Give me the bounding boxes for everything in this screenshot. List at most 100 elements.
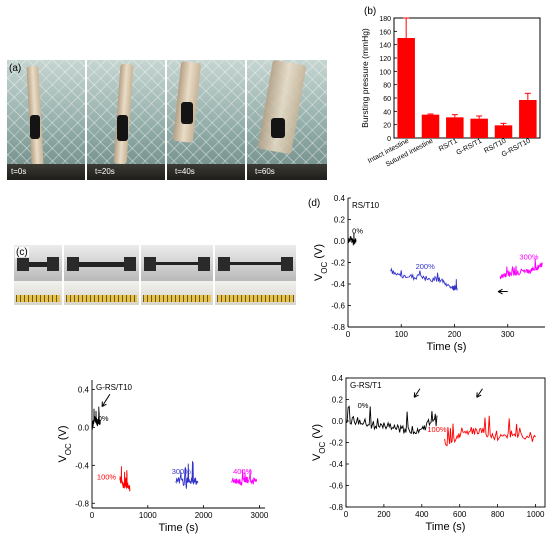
panel-a: t=0s t=20s t=40s t=60s (a) [7, 60, 327, 180]
series-line [347, 232, 357, 246]
y-tick-label: -0.4 [331, 280, 345, 289]
x-axis-label: Time (s) [427, 341, 467, 353]
series-line [91, 406, 101, 430]
inset-title: G-RS/T1 [350, 381, 382, 390]
panel-label-c: (c) [15, 247, 29, 258]
series-line [345, 405, 438, 435]
frame-time-label: t=60s [255, 167, 275, 176]
x-tick-label: 0 [346, 330, 351, 339]
photo-frame-40s: t=40s [167, 60, 245, 180]
series-line [390, 267, 458, 291]
series-annotation: 100% [97, 473, 117, 482]
y-tick-label: 80 [383, 83, 391, 90]
photo-frame-60s: t=60s [247, 60, 327, 180]
frame-time-label: t=40s [175, 167, 195, 176]
series-annotation: 0% [352, 226, 363, 235]
category-label: G-RS/T1 [455, 138, 483, 157]
tensile-photo-2 [64, 245, 139, 305]
series-line [444, 415, 536, 447]
inset-title: RS/T10 [352, 201, 380, 210]
x-tick-label: 200 [448, 330, 462, 339]
y-tick-label: 0.2 [334, 216, 346, 225]
panel-c: (c) [14, 245, 296, 305]
y-tick-label: -0.6 [329, 482, 343, 491]
x-tick-label: 800 [491, 510, 505, 519]
y-tick-label: 160 [379, 29, 391, 36]
x-tick-label: 2000 [195, 511, 213, 520]
y-tick-label: -0.4 [75, 461, 89, 470]
arrow-head [497, 288, 503, 295]
tensile-photo-3 [141, 245, 213, 305]
plot-frame [393, 17, 541, 139]
panel-label-b: (b) [364, 6, 376, 17]
y-tick-label: -0.8 [329, 503, 343, 512]
x-tick-label: 100 [395, 330, 409, 339]
bar [470, 118, 488, 138]
series-line [231, 468, 258, 486]
photo-frame-0s: t=0s [7, 60, 85, 180]
arrow-head [476, 392, 482, 398]
tensile-photo-1 [14, 245, 62, 305]
series-line [499, 258, 543, 280]
series-annotation: 300% [519, 252, 539, 261]
inset-title: G-RS/T10 [96, 383, 133, 392]
y-axis-label: VOC (V) [313, 244, 329, 281]
y-tick-label: -0.2 [331, 259, 345, 268]
y-tick-label: 120 [379, 56, 391, 63]
y-tick-label: 0 [387, 136, 391, 143]
y-tick-label: -0.6 [331, 302, 345, 311]
y-tick-label: 60 [383, 96, 391, 103]
chart-d: (d) 0.4 0.2 0.0 -0.2 -0.4 -0.6 -0.80 100 200 300 Ti… [308, 194, 545, 353]
y-tick-label: 0.2 [332, 396, 344, 405]
y-tick-label: -0.2 [329, 439, 343, 448]
y-axis-label: VOC (V) [311, 424, 327, 461]
series-annotation: 100% [427, 425, 447, 434]
arrow-line [413, 388, 421, 398]
y-tick-label: 140 [379, 43, 391, 50]
tensile-photo-4 [215, 245, 296, 305]
y-tick-label: 0.4 [332, 374, 344, 383]
panel-label-d: (d) [308, 198, 320, 209]
series-line [175, 461, 199, 489]
x-axis-label: Time (s) [159, 522, 199, 534]
bar [446, 117, 464, 138]
x-tick-label: 0 [344, 510, 349, 519]
y-tick-label: 40 [383, 109, 391, 116]
frame-time-label: t=0s [11, 167, 27, 176]
x-tick-label: 600 [453, 510, 467, 519]
chart-e: 0.4 0.0 -0.4 -0.80 1000 2000 3000 Time (s) VOC (… [57, 380, 269, 534]
arrow-line [476, 388, 483, 398]
arrow-head [413, 392, 419, 398]
y-tick-label: 0.0 [332, 417, 344, 426]
y-tick-label: 180 [379, 16, 391, 23]
series-annotation: 400% [233, 467, 253, 476]
y-tick-label: 100 [379, 69, 391, 76]
chart-f: 0.4 0.2 0.0 -0.2 -0.4 -0.6 -0.80 200 400 600 800 10… [311, 374, 546, 533]
y-tick-label: -0.8 [331, 323, 345, 332]
x-tick-label: 1000 [139, 511, 157, 520]
x-tick-label: 3000 [251, 511, 269, 520]
y-tick-label: 0.4 [334, 194, 346, 203]
x-axis-label: Time (s) [426, 521, 466, 533]
y-axis-label: VOC (V) [57, 425, 73, 462]
photo-frame-20s: t=20s [87, 60, 165, 180]
bar [397, 38, 415, 138]
y-tick-label: 0.0 [334, 237, 346, 246]
y-axis-label: Bursting pressure (mmHg) [360, 28, 370, 128]
series-annotation: 300% [172, 467, 192, 476]
bar [494, 125, 513, 138]
bar [519, 100, 537, 138]
y-tick-label: 0.4 [78, 385, 90, 394]
arrow-head [101, 401, 107, 407]
arrow-line [101, 393, 111, 407]
y-tick-label: -0.8 [75, 499, 89, 508]
x-tick-label: 0 [90, 511, 95, 520]
bar [421, 114, 440, 138]
x-tick-label: 400 [415, 510, 429, 519]
x-tick-label: 300 [501, 330, 515, 339]
series-annotation: 200% [416, 262, 436, 271]
y-tick-label: 0.0 [78, 423, 90, 432]
series-annotation: 0% [358, 401, 369, 410]
x-tick-label: 1000 [527, 510, 545, 519]
frame-time-label: t=20s [95, 167, 115, 176]
